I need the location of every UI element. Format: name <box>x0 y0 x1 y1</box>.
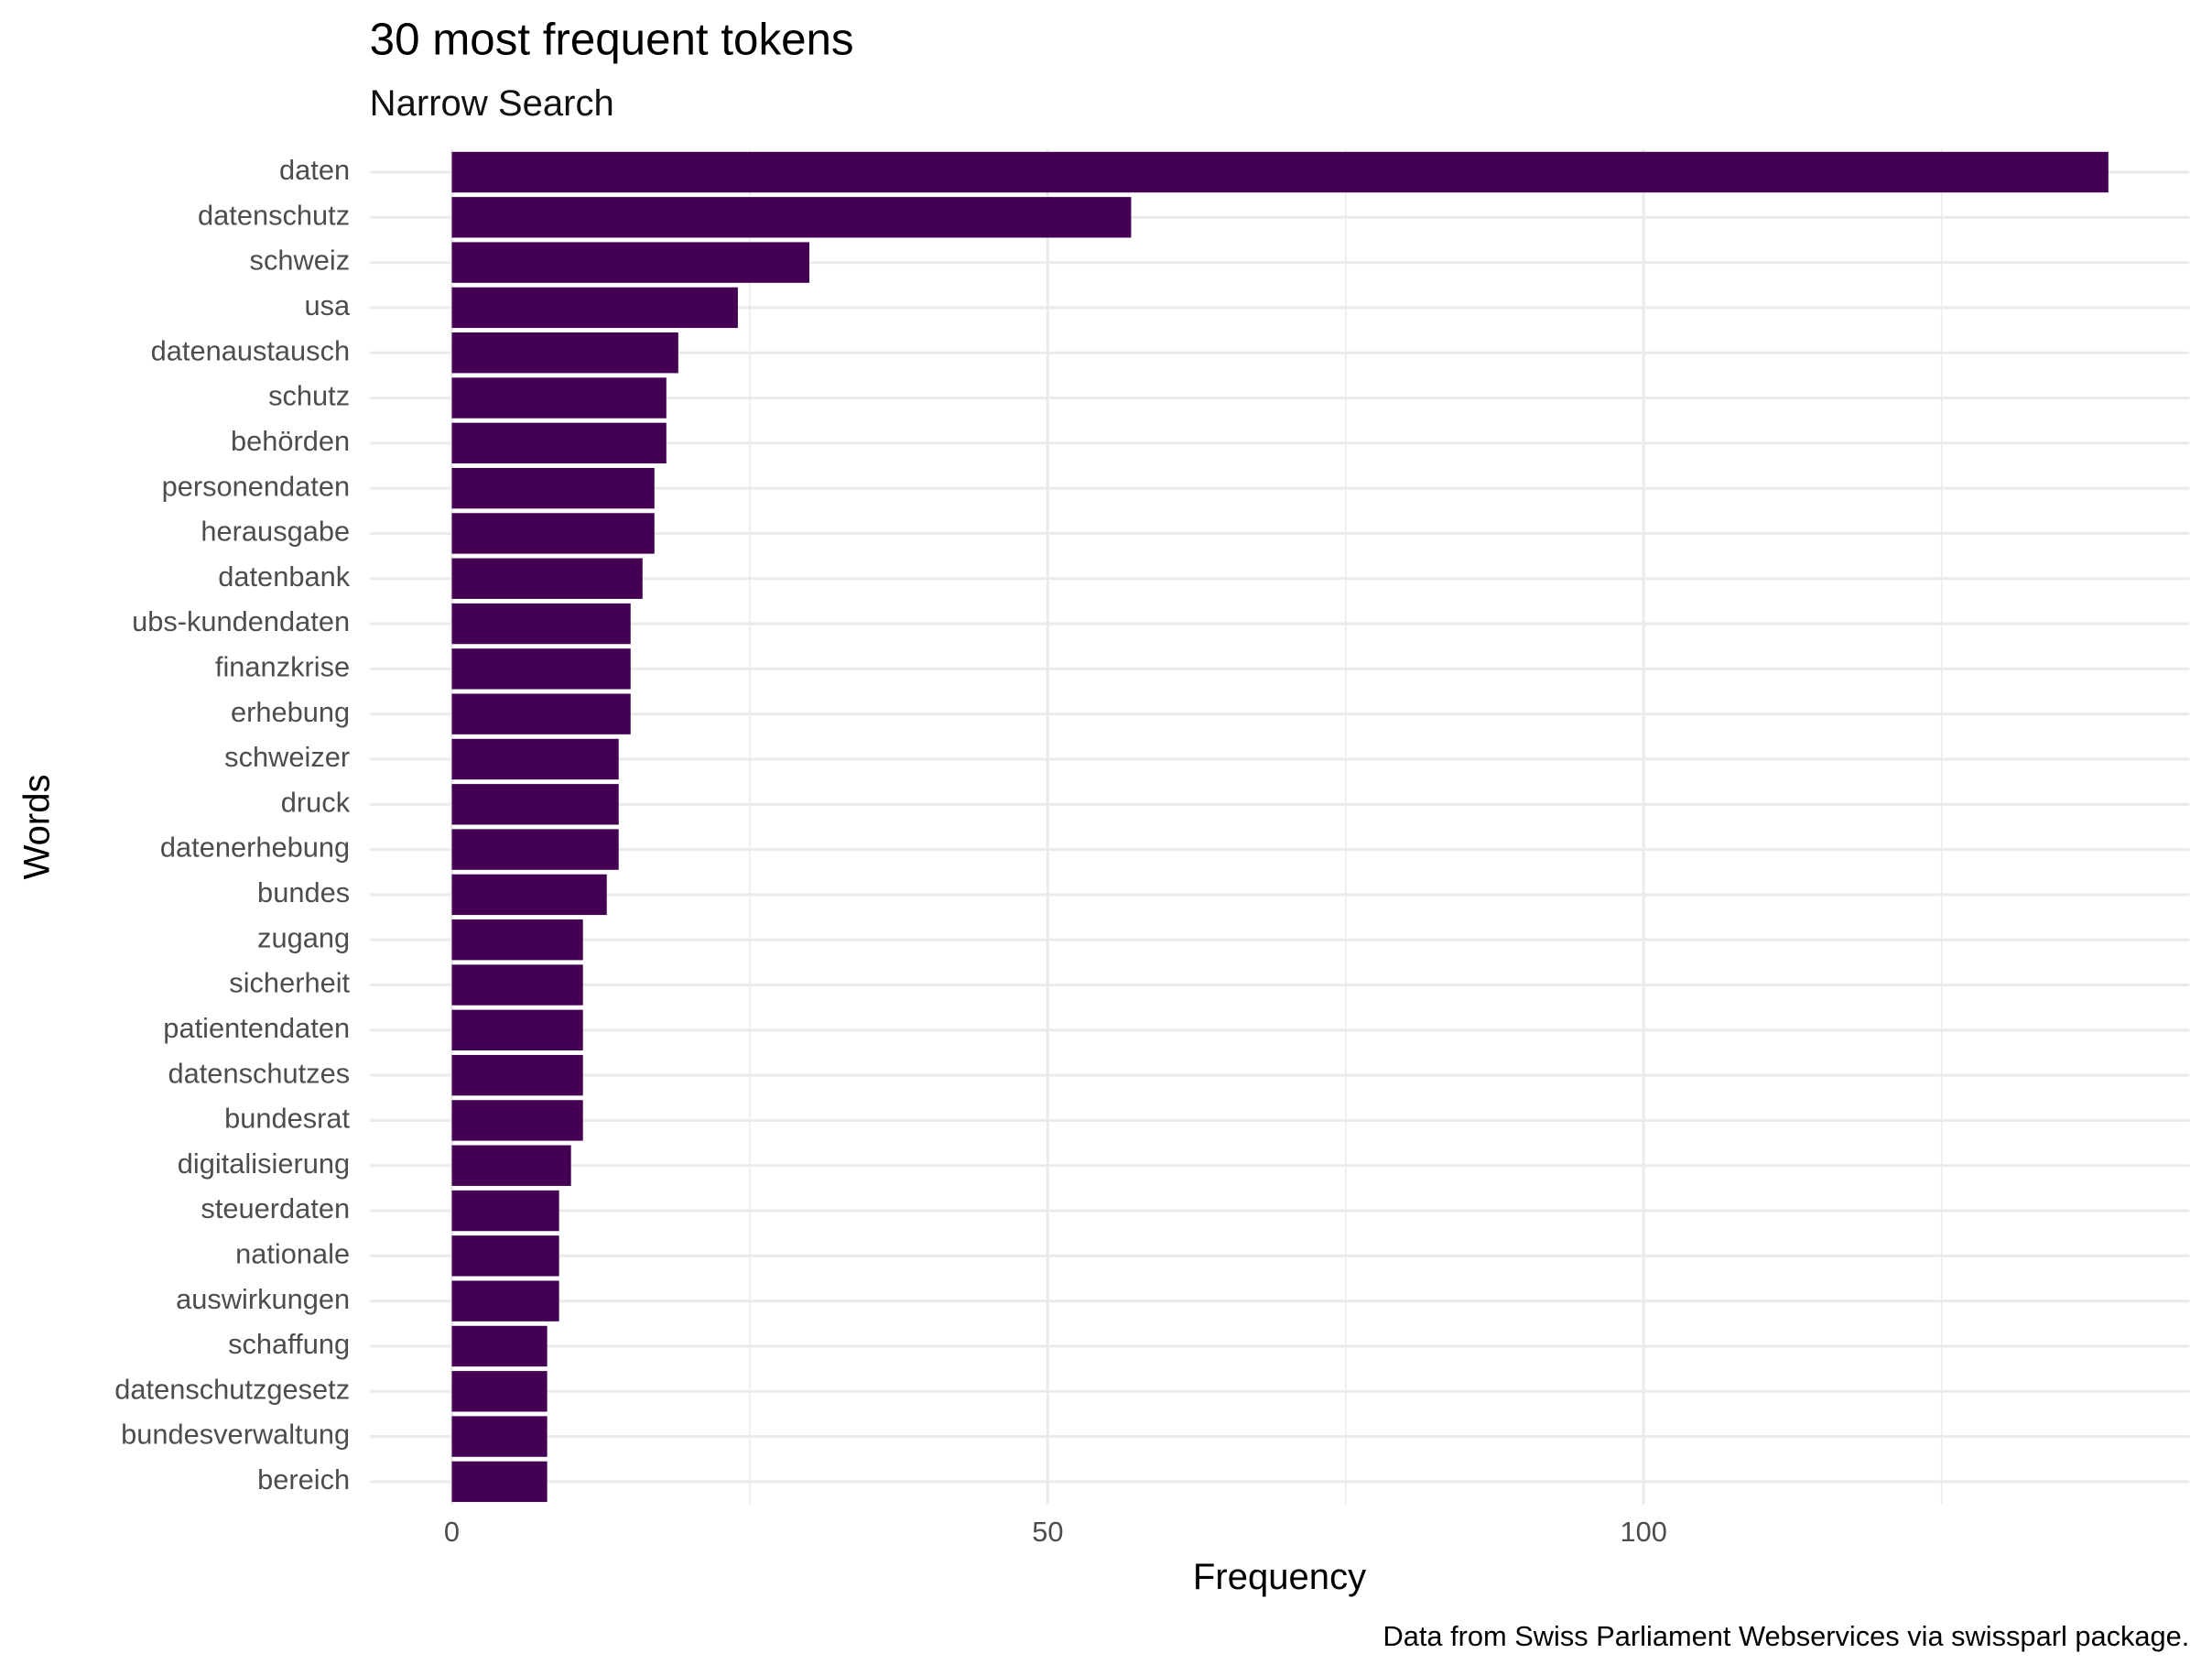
y-tick-label: datenschutzes <box>168 1057 351 1089</box>
y-tick-label: bereich <box>257 1463 350 1496</box>
chart-title: 30 most frequent tokens <box>370 14 854 64</box>
bar <box>451 287 738 329</box>
x-tick-label: 50 <box>1032 1516 1063 1548</box>
bar <box>451 1145 571 1186</box>
bar <box>451 648 631 690</box>
bar <box>451 422 667 464</box>
x-axis-label: Frequency <box>1193 1557 1366 1597</box>
caption: Data from Swiss Parliament Webservices v… <box>1382 1620 2189 1652</box>
y-tick-label: schaffung <box>228 1328 350 1360</box>
bar <box>451 964 583 1006</box>
bar <box>451 242 810 283</box>
y-tick-label: schweizer <box>224 741 350 773</box>
y-tick-label: datenbank <box>218 560 350 593</box>
bar <box>451 1190 559 1232</box>
y-tick-label: auswirkungen <box>176 1283 350 1315</box>
bar <box>451 1325 548 1367</box>
y-tick-label: patientendaten <box>163 1012 350 1044</box>
y-tick-label: datenschutzgesetz <box>114 1373 350 1405</box>
bar <box>451 784 619 825</box>
bar <box>451 919 583 961</box>
y-tick-label: schutz <box>268 380 350 412</box>
bar <box>451 1416 548 1457</box>
bar <box>451 1235 559 1277</box>
y-tick-label: druck <box>281 786 351 818</box>
bar <box>451 1280 559 1322</box>
bar <box>451 558 643 599</box>
bar <box>451 693 631 734</box>
y-tick-label: ubs-kundendaten <box>132 605 350 637</box>
bar <box>451 829 619 870</box>
bar <box>451 1054 583 1096</box>
bar <box>451 1009 583 1051</box>
x-tick-label: 0 <box>444 1516 460 1548</box>
x-tick-label: 100 <box>1620 1516 1666 1548</box>
chart-subtitle: Narrow Search <box>370 83 614 124</box>
y-tick-label: erhebung <box>231 696 350 728</box>
y-tick-label: digitalisierung <box>178 1147 350 1180</box>
y-axis-label: Words <box>17 774 58 879</box>
bar <box>451 377 667 419</box>
y-tick-label: bundesverwaltung <box>121 1419 350 1451</box>
bar <box>451 467 655 509</box>
bar <box>451 1100 583 1141</box>
y-tick-label: schweiz <box>250 245 351 277</box>
y-tick-label: zugang <box>257 921 350 953</box>
bar <box>451 197 1132 238</box>
y-tick-label: sicherheit <box>229 967 350 999</box>
bar <box>451 603 631 645</box>
y-tick-label: daten <box>279 154 350 186</box>
y-tick-label: behörden <box>231 425 350 457</box>
y-tick-label: datenschutz <box>198 199 350 231</box>
y-tick-label: datenaustausch <box>151 334 350 366</box>
bar <box>451 738 619 780</box>
y-tick-label: nationale <box>235 1237 350 1269</box>
y-tick-label: usa <box>304 289 351 321</box>
y-tick-label: datenerhebung <box>160 832 350 864</box>
bar <box>451 1461 548 1503</box>
bar <box>451 513 655 554</box>
y-tick-label: steuerdaten <box>201 1192 350 1224</box>
bar <box>451 151 2109 193</box>
bar <box>451 1371 548 1412</box>
bar <box>451 332 678 374</box>
y-tick-label: personendaten <box>162 470 351 502</box>
y-tick-label: bundes <box>257 876 350 908</box>
y-tick-label: herausgabe <box>201 516 350 548</box>
bar <box>451 874 607 916</box>
y-tick-label: finanzkrise <box>215 651 350 683</box>
y-tick-label: bundesrat <box>224 1103 350 1135</box>
